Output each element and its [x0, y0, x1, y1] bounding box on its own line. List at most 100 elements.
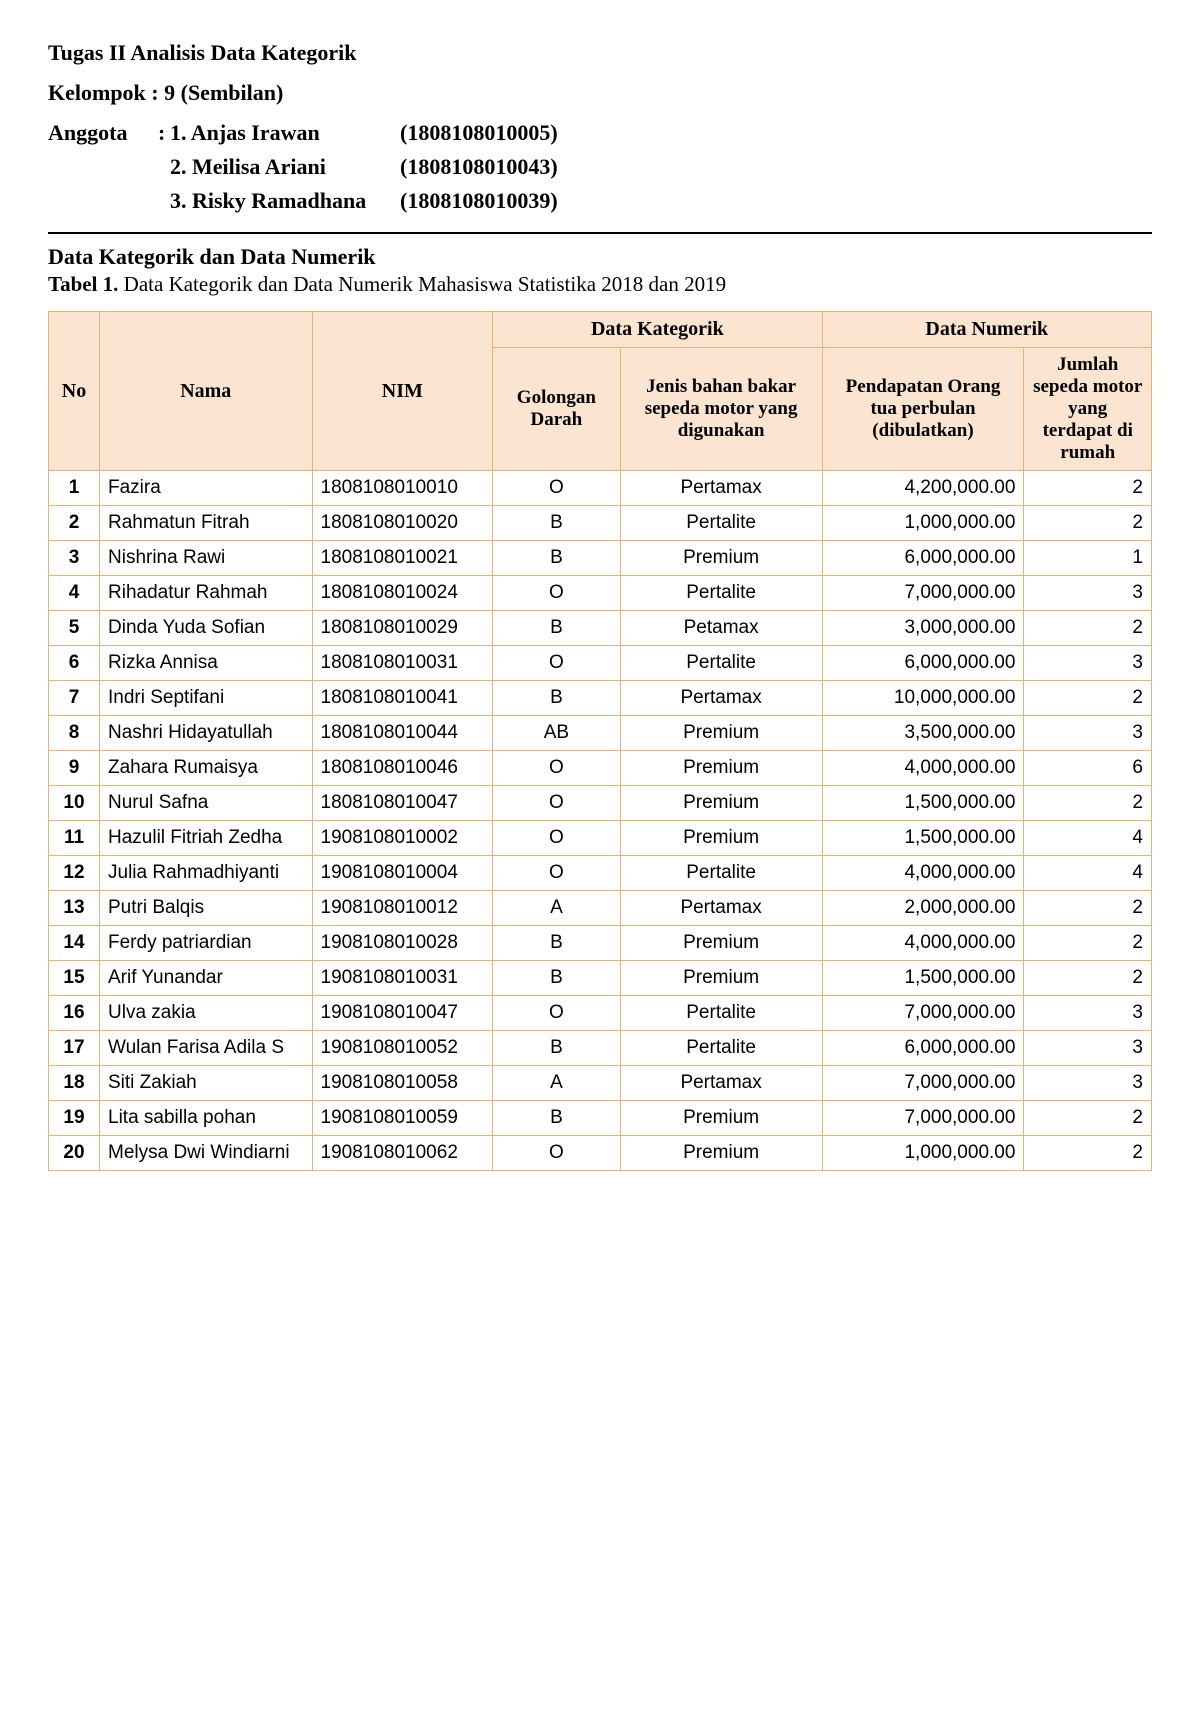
cell-nim: 1808108010041: [312, 681, 493, 716]
divider: [48, 232, 1152, 234]
cell-nama: Ulva zakia: [100, 996, 313, 1031]
cell-nim: 1808108010020: [312, 506, 493, 541]
cell-no: 14: [49, 926, 100, 961]
cell-no: 20: [49, 1136, 100, 1171]
cell-pendapatan: 2,000,000.00: [822, 891, 1024, 926]
cell-no: 18: [49, 1066, 100, 1101]
section-title: Data Kategorik dan Data Numerik: [48, 244, 1152, 270]
table-row: 5Dinda Yuda Sofian1808108010029BPetamax3…: [49, 611, 1152, 646]
member-row: 2. Meilisa Ariani (1808108010043): [48, 154, 1152, 180]
cell-jumlah: 2: [1024, 506, 1152, 541]
cell-pendapatan: 1,500,000.00: [822, 961, 1024, 996]
kelompok-line: Kelompok : 9 (Sembilan): [48, 80, 1152, 106]
table-row: 20Melysa Dwi Windiarni1908108010062OPrem…: [49, 1136, 1152, 1171]
cell-nama: Rahmatun Fitrah: [100, 506, 313, 541]
cell-nama: Lita sabilla pohan: [100, 1101, 313, 1136]
cell-golongan: B: [493, 541, 621, 576]
cell-golongan: B: [493, 1031, 621, 1066]
cell-no: 9: [49, 751, 100, 786]
cell-golongan: B: [493, 506, 621, 541]
col-pendapatan-header: Pendapatan Orang tua perbulan (dibulatka…: [822, 348, 1024, 471]
cell-pendapatan: 3,500,000.00: [822, 716, 1024, 751]
cell-pendapatan: 7,000,000.00: [822, 1066, 1024, 1101]
cell-nama: Hazulil Fitriah Zedha: [100, 821, 313, 856]
table-row: 8Nashri Hidayatullah1808108010044ABPremi…: [49, 716, 1152, 751]
col-no-header: No: [49, 312, 100, 471]
cell-pendapatan: 6,000,000.00: [822, 646, 1024, 681]
cell-golongan: O: [493, 786, 621, 821]
cell-jenisbahan: Premium: [620, 1101, 822, 1136]
cell-nim: 1908108010052: [312, 1031, 493, 1066]
cell-nama: Rizka Annisa: [100, 646, 313, 681]
cell-pendapatan: 6,000,000.00: [822, 541, 1024, 576]
col-nama-header: Nama: [100, 312, 313, 471]
table-row: 7Indri Septifani1808108010041BPertamax10…: [49, 681, 1152, 716]
cell-jumlah: 4: [1024, 856, 1152, 891]
cell-jumlah: 2: [1024, 961, 1152, 996]
cell-no: 11: [49, 821, 100, 856]
group-numerik-header: Data Numerik: [822, 312, 1151, 348]
cell-pendapatan: 1,000,000.00: [822, 1136, 1024, 1171]
cell-nama: Arif Yunandar: [100, 961, 313, 996]
cell-jenisbahan: Petamax: [620, 611, 822, 646]
cell-no: 15: [49, 961, 100, 996]
cell-jenisbahan: Premium: [620, 961, 822, 996]
cell-nim: 1808108010046: [312, 751, 493, 786]
table-row: 14Ferdy patriardian1908108010028BPremium…: [49, 926, 1152, 961]
table-body: 1Fazira1808108010010OPertamax4,200,000.0…: [49, 471, 1152, 1171]
table-row: 18Siti Zakiah1908108010058APertamax7,000…: [49, 1066, 1152, 1101]
cell-nama: Melysa Dwi Windiarni: [100, 1136, 313, 1171]
cell-jenisbahan: Premium: [620, 926, 822, 961]
cell-nama: Dinda Yuda Sofian: [100, 611, 313, 646]
cell-nama: Nurul Safna: [100, 786, 313, 821]
cell-jenisbahan: Pertalite: [620, 646, 822, 681]
cell-jumlah: 6: [1024, 751, 1152, 786]
cell-jumlah: 3: [1024, 576, 1152, 611]
cell-jenisbahan: Pertalite: [620, 856, 822, 891]
cell-jenisbahan: Pertamax: [620, 1066, 822, 1101]
cell-nim: 1908108010004: [312, 856, 493, 891]
cell-golongan: A: [493, 891, 621, 926]
cell-jumlah: 4: [1024, 821, 1152, 856]
cell-nim: 1808108010047: [312, 786, 493, 821]
cell-no: 12: [49, 856, 100, 891]
cell-pendapatan: 1,000,000.00: [822, 506, 1024, 541]
cell-golongan: O: [493, 646, 621, 681]
cell-no: 10: [49, 786, 100, 821]
cell-jumlah: 2: [1024, 1136, 1152, 1171]
cell-nama: Nashri Hidayatullah: [100, 716, 313, 751]
cell-jumlah: 2: [1024, 681, 1152, 716]
cell-nama: Fazira: [100, 471, 313, 506]
col-jumlah-header: Jumlah sepeda motor yang terdapat di rum…: [1024, 348, 1152, 471]
cell-no: 1: [49, 471, 100, 506]
cell-golongan: A: [493, 1066, 621, 1101]
cell-jenisbahan: Premium: [620, 541, 822, 576]
cell-jumlah: 2: [1024, 786, 1152, 821]
cell-jumlah: 2: [1024, 611, 1152, 646]
cell-nim: 1908108010002: [312, 821, 493, 856]
table-row: 12Julia Rahmadhiyanti1908108010004OPerta…: [49, 856, 1152, 891]
colon: :: [158, 120, 170, 146]
cell-jumlah: 2: [1024, 471, 1152, 506]
cell-no: 19: [49, 1101, 100, 1136]
cell-nim: 1908108010031: [312, 961, 493, 996]
table-row: 10Nurul Safna1808108010047OPremium1,500,…: [49, 786, 1152, 821]
cell-jenisbahan: Pertamax: [620, 681, 822, 716]
cell-golongan: B: [493, 1101, 621, 1136]
cell-no: 13: [49, 891, 100, 926]
cell-nama: Ferdy patriardian: [100, 926, 313, 961]
cell-golongan: AB: [493, 716, 621, 751]
cell-no: 8: [49, 716, 100, 751]
table-row: 11Hazulil Fitriah Zedha1908108010002OPre…: [49, 821, 1152, 856]
cell-nama: Wulan Farisa Adila S: [100, 1031, 313, 1066]
member-row: 3. Risky Ramadhana (1808108010039): [48, 188, 1152, 214]
cell-nama: Rihadatur Rahmah: [100, 576, 313, 611]
cell-jumlah: 3: [1024, 716, 1152, 751]
table-row: 13Putri Balqis1908108010012APertamax2,00…: [49, 891, 1152, 926]
cell-golongan: B: [493, 681, 621, 716]
cell-nim: 1908108010047: [312, 996, 493, 1031]
cell-pendapatan: 4,200,000.00: [822, 471, 1024, 506]
cell-jumlah: 2: [1024, 891, 1152, 926]
cell-nim: 1908108010012: [312, 891, 493, 926]
cell-no: 3: [49, 541, 100, 576]
